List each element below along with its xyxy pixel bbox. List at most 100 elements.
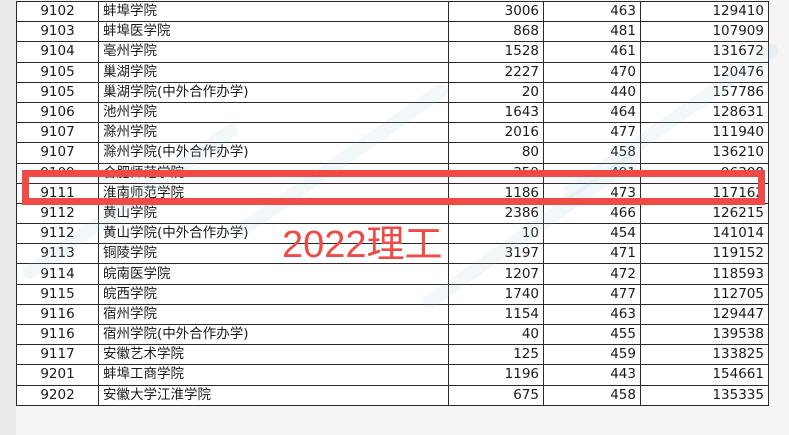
plan-count: 1528 <box>448 41 544 63</box>
school-name: 滁州学院 <box>98 122 449 144</box>
school-code: 9117 <box>16 344 99 366</box>
school-code: 9104 <box>16 41 99 63</box>
plan-count: 125 <box>448 344 544 366</box>
plan-count: 80 <box>448 142 544 164</box>
min-rank: 131672 <box>640 41 769 63</box>
school-name: 安徽艺术学院 <box>98 344 449 366</box>
school-code: 9106 <box>16 101 99 124</box>
school-code: 9105 <box>16 81 99 103</box>
table-row: 9102 蚌埠学院 3006 463 129410 <box>16 0 769 23</box>
school-name: 皖西学院 <box>98 283 449 305</box>
school-code: 9112 <box>16 202 99 225</box>
school-name: 蚌埠工商学院 <box>98 364 449 386</box>
min-rank: 135335 <box>640 384 769 406</box>
min-score: 455 <box>543 323 641 346</box>
table-row: 9103 蚌埠医学院 868 481 107909 <box>16 21 769 43</box>
min-rank: 126215 <box>640 202 769 225</box>
min-rank: 118593 <box>640 263 769 285</box>
min-rank: 141014 <box>640 223 769 245</box>
min-rank: 119152 <box>640 243 769 265</box>
plan-count: 868 <box>448 21 544 43</box>
table-row: 9112 黄山学院(中外合作办学) 10 454 141014 <box>16 223 769 245</box>
min-score: 463 <box>543 303 641 326</box>
min-score: 443 <box>543 364 641 386</box>
plan-count: 1196 <box>448 364 544 386</box>
plan-count: 1207 <box>448 263 544 285</box>
min-rank: 157786 <box>640 81 769 103</box>
plan-count: 1643 <box>448 101 544 124</box>
table-row: 9107 滁州学院 2016 477 111940 <box>16 122 769 144</box>
school-name: 宿州学院(中外合作办学) <box>98 323 449 346</box>
plan-count: 3197 <box>448 243 544 265</box>
min-rank: 112705 <box>640 283 769 305</box>
school-name: 池州学院 <box>98 101 449 124</box>
table-row: 9113 铜陵学院 3197 471 119152 <box>16 243 769 265</box>
school-code: 9102 <box>16 0 99 23</box>
min-score: 470 <box>543 61 641 83</box>
plan-count: 1154 <box>448 303 544 326</box>
min-score: 458 <box>543 142 641 164</box>
plan-count: 1740 <box>448 283 544 305</box>
min-score: 461 <box>543 41 641 63</box>
plan-count: 3006 <box>448 0 544 23</box>
min-score: 472 <box>543 263 641 285</box>
plan-count: 675 <box>448 384 544 406</box>
min-score: 477 <box>543 122 641 144</box>
plan-count: 2227 <box>448 61 544 83</box>
school-code: 9202 <box>16 384 99 406</box>
min-score: 481 <box>543 21 641 43</box>
school-code: 9114 <box>16 263 99 285</box>
min-rank: 128631 <box>640 101 769 124</box>
table-row: 9115 皖西学院 1740 477 112705 <box>16 283 769 305</box>
min-score: 471 <box>543 243 641 265</box>
table-row: 9106 池州学院 1643 464 128631 <box>16 101 769 124</box>
min-score: 458 <box>543 384 641 406</box>
school-code: 9103 <box>16 21 99 43</box>
school-code: 9107 <box>16 122 99 144</box>
highlight-box <box>22 170 765 205</box>
school-code: 9116 <box>16 303 99 326</box>
table-row: 9116 宿州学院 1154 463 129447 <box>16 303 769 326</box>
min-score: 464 <box>543 101 641 124</box>
school-code: 9201 <box>16 364 99 386</box>
min-score: 477 <box>543 283 641 305</box>
min-rank: 139538 <box>640 323 769 346</box>
school-name: 黄山学院 <box>98 202 449 225</box>
min-rank: 133825 <box>640 344 769 366</box>
plan-count: 20 <box>448 81 544 103</box>
min-score: 466 <box>543 202 641 225</box>
table-row: 9201 蚌埠工商学院 1196 443 154661 <box>16 364 769 386</box>
school-code: 9107 <box>16 142 99 164</box>
school-name: 巢湖学院(中外合作办学) <box>98 81 449 103</box>
school-code: 9115 <box>16 283 99 305</box>
min-rank: 136210 <box>640 142 769 164</box>
school-name: 滁州学院(中外合作办学) <box>98 142 449 164</box>
school-name: 皖南医学院 <box>98 263 449 285</box>
table-row: 9105 巢湖学院 2227 470 120476 <box>16 61 769 83</box>
school-name: 安徽大学江淮学院 <box>98 384 449 406</box>
table-row: 9112 黄山学院 2386 466 126215 <box>16 202 769 225</box>
school-name: 亳州学院 <box>98 41 449 63</box>
page-edge <box>0 0 16 435</box>
table-row: 9104 亳州学院 1528 461 131672 <box>16 41 769 63</box>
school-name: 宿州学院 <box>98 303 449 326</box>
school-code: 9105 <box>16 61 99 83</box>
table-row: 9107 滁州学院(中外合作办学) 80 458 136210 <box>16 142 769 164</box>
school-code: 9113 <box>16 243 99 265</box>
table-row: 9117 安徽艺术学院 125 459 133825 <box>16 344 769 366</box>
min-score: 463 <box>543 0 641 23</box>
min-rank: 120476 <box>640 61 769 83</box>
min-rank: 129410 <box>640 0 769 23</box>
min-score: 440 <box>543 81 641 103</box>
school-name: 巢湖学院 <box>98 61 449 83</box>
table-row: 9114 皖南医学院 1207 472 118593 <box>16 263 769 285</box>
table-row: 9202 安徽大学江淮学院 675 458 135335 <box>16 384 769 406</box>
school-code: 9112 <box>16 223 99 245</box>
table-row: 9116 宿州学院(中外合作办学) 40 455 139538 <box>16 323 769 346</box>
plan-count: 2386 <box>448 202 544 225</box>
school-name: 蚌埠学院 <box>98 0 449 23</box>
overlay-label: 2022理工 <box>282 224 443 266</box>
min-rank: 129447 <box>640 303 769 326</box>
min-rank: 107909 <box>640 21 769 43</box>
min-rank: 111940 <box>640 122 769 144</box>
